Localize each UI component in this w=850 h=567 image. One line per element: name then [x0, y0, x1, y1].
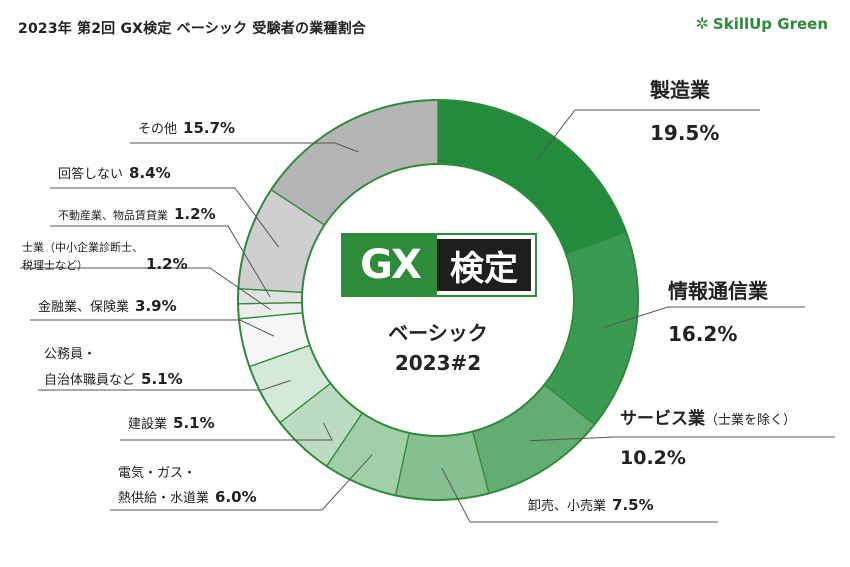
leader-line — [441, 467, 718, 523]
leader-line — [110, 454, 373, 511]
label-ict: 情報通信業 16.2% — [668, 279, 768, 346]
ring-outline — [237, 99, 639, 501]
label-services: サービス業（士業を除く） 10.2% — [620, 409, 797, 469]
gx-kentei-logo: GX 検定 — [341, 233, 537, 297]
center-caption: ベーシック 2023#2 — [338, 318, 538, 378]
center-line-1: ベーシック — [388, 321, 488, 345]
label-public-servant: 公務員・ 自治体職員など 5.1% — [44, 347, 183, 388]
label-construction: 建設業 5.1% — [128, 414, 215, 432]
logo-kentei-text: 検定 — [437, 239, 531, 291]
sparkle-icon: ✲ — [695, 14, 709, 33]
leader-line — [50, 187, 279, 248]
page-title: 2023年 第2回 GX検定 ベーシック 受験者の業種割合 — [18, 21, 367, 37]
label-finance: 金融業、保険業 3.9% — [38, 297, 177, 315]
label-utilities: 電気・ガス・ 熱供給・水道業 6.0% — [118, 466, 257, 506]
leader-line — [30, 319, 275, 337]
label-manufacturing: 製造業 19.5% — [650, 78, 720, 145]
leader-line — [20, 267, 271, 310]
leader-line — [534, 109, 760, 163]
leader-line — [120, 422, 333, 441]
logo-gx-text: GX — [343, 235, 437, 295]
label-wholesale-retail: 卸売、小売業 7.5% — [528, 496, 654, 514]
brand-logo: ✲ SkillUp Green — [696, 14, 828, 33]
leader-line — [603, 306, 805, 328]
label-real-estate: 不動産業、物品賃貸業 1.2% — [58, 205, 216, 223]
brand-name: SkillUp Green — [712, 14, 828, 33]
center-line-2: 2023#2 — [394, 351, 482, 375]
label-no-answer: 回答しない 8.4% — [58, 164, 171, 182]
leader-line — [130, 142, 359, 153]
leader-line — [529, 436, 835, 442]
pie-slice — [394, 430, 490, 501]
label-other: その他 15.7% — [138, 119, 236, 137]
leader-line — [50, 225, 271, 298]
leader-line — [38, 379, 291, 391]
label-professional: 士業（中小企業診断士、 税理士など） 1.2% — [22, 241, 188, 273]
ring-outline — [301, 163, 575, 437]
